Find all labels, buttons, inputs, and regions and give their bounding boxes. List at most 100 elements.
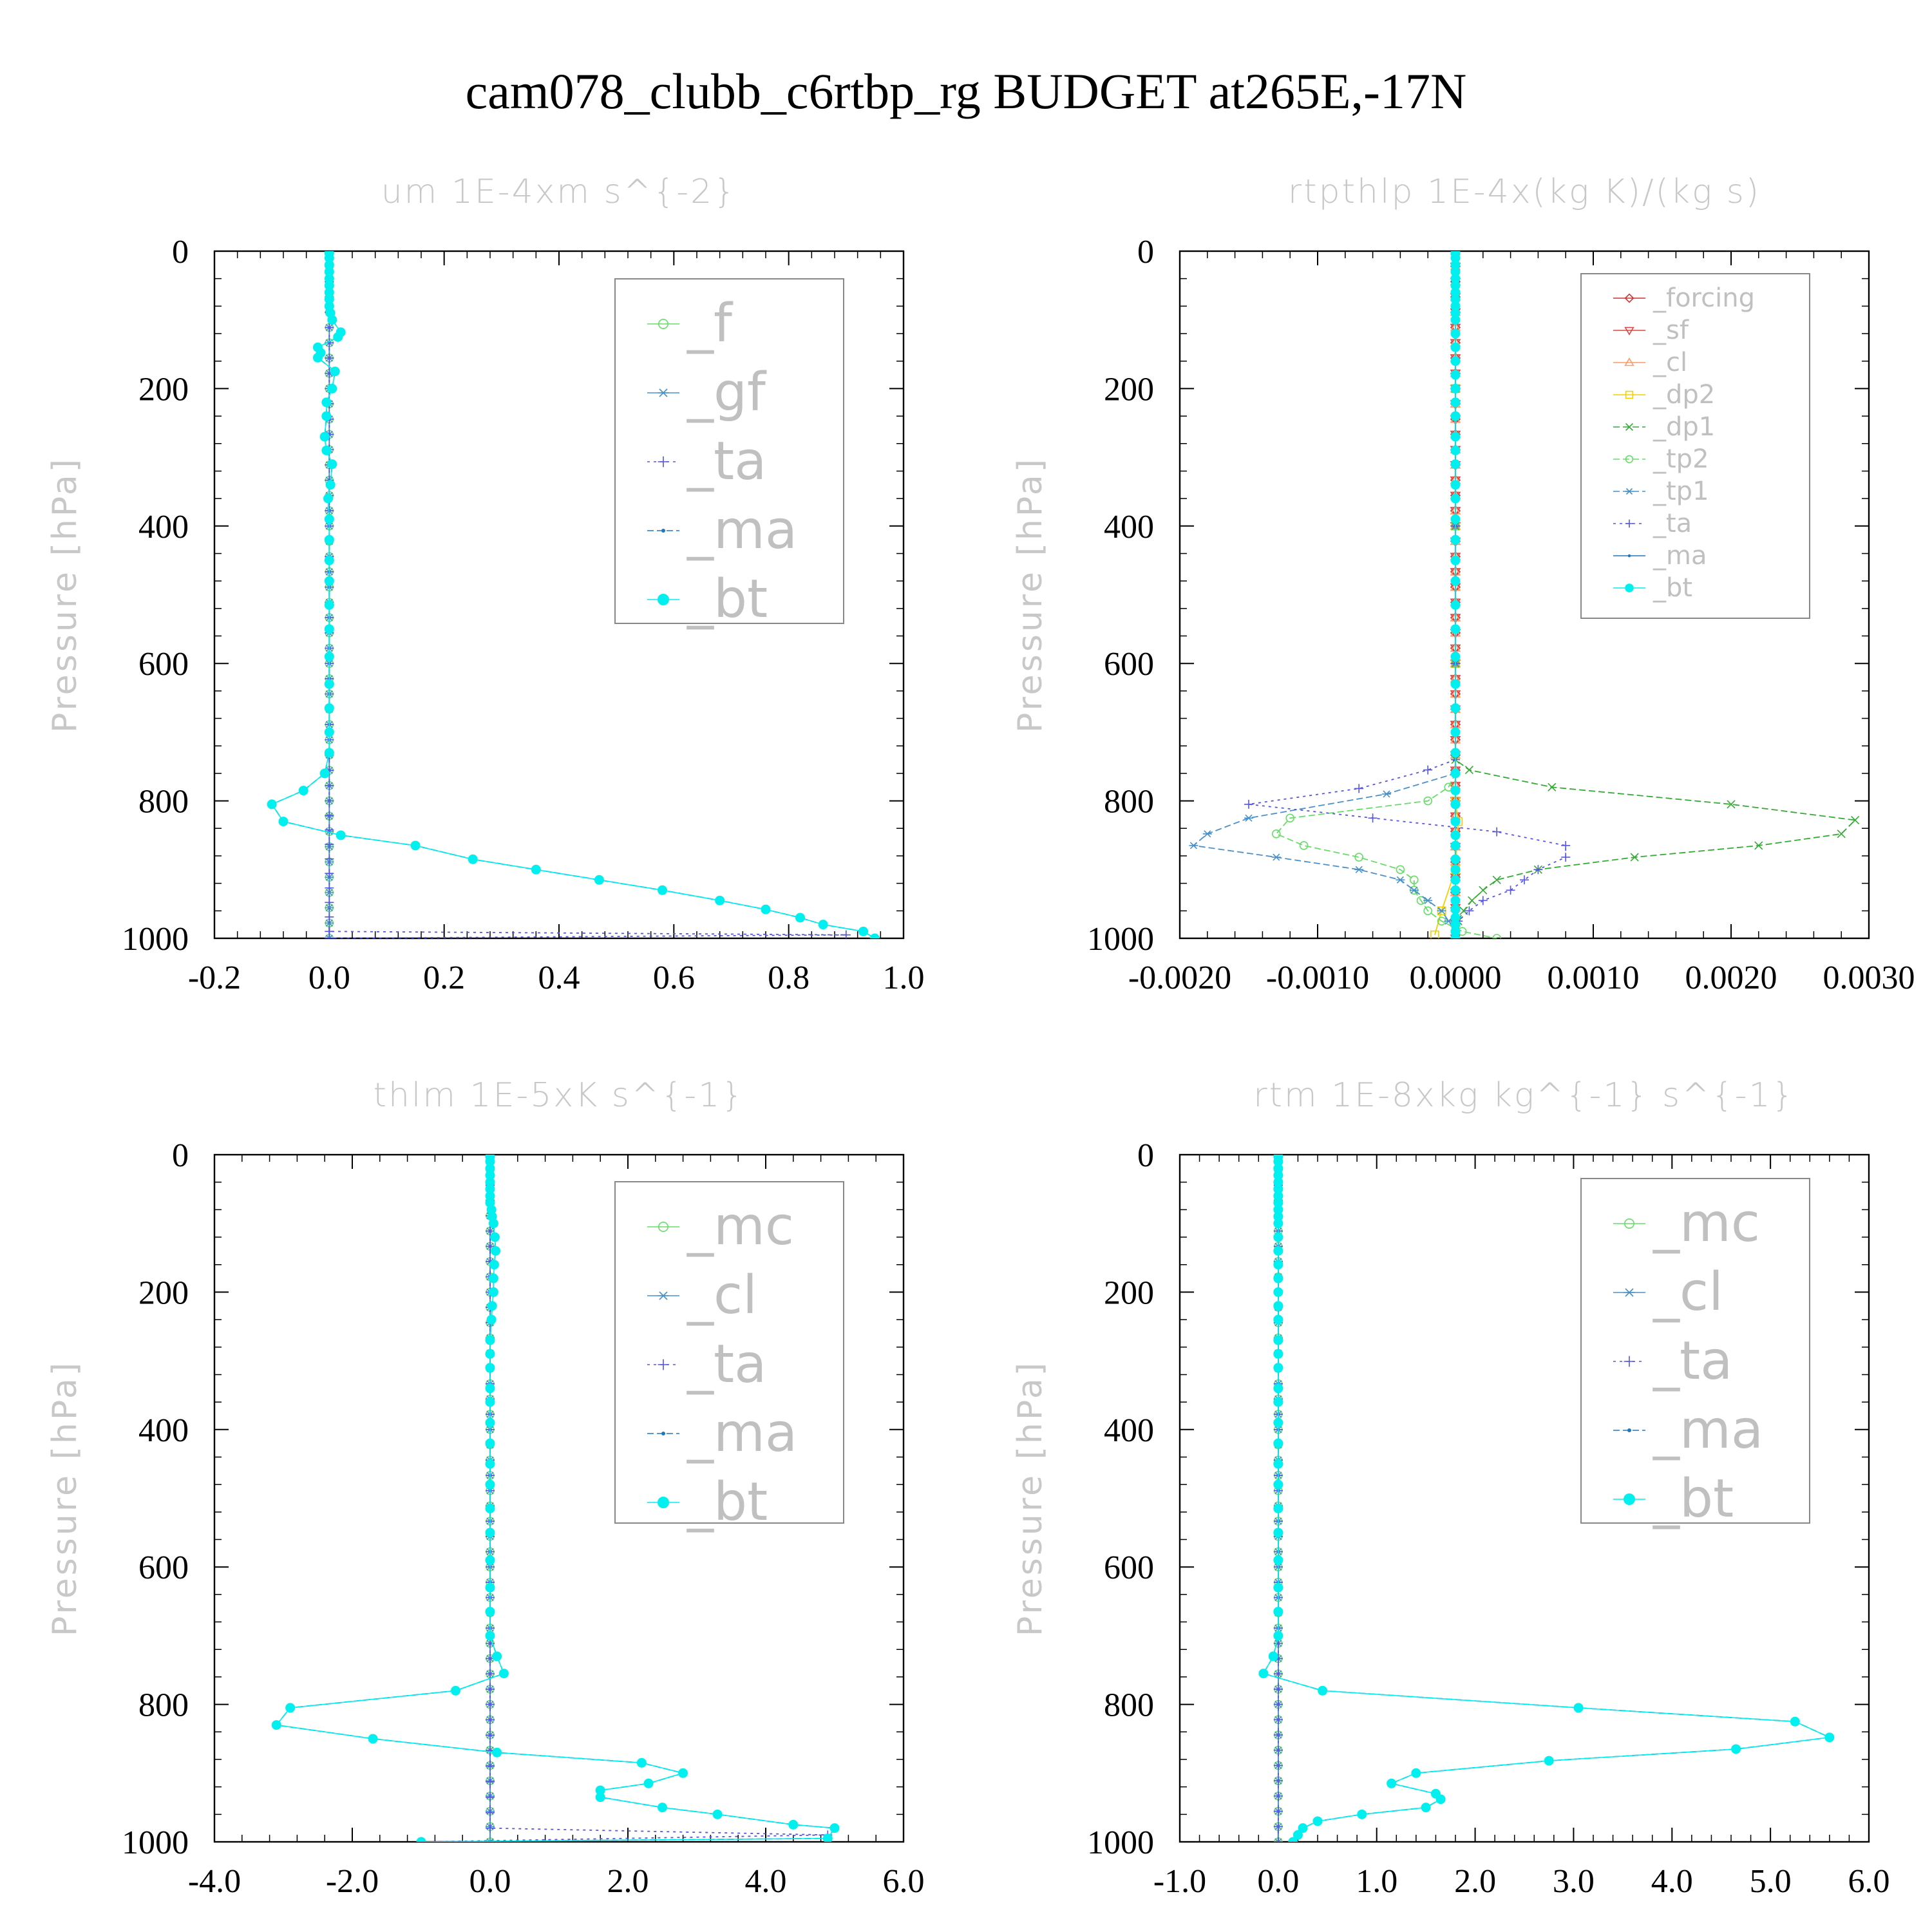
data-point [325, 883, 334, 893]
legend-item-ta: _ta [1613, 1331, 1732, 1392]
data-point [285, 1703, 296, 1713]
data-point [1548, 782, 1557, 791]
data-point [485, 1383, 495, 1394]
legend-label: _ta [687, 1334, 766, 1395]
legend-item-tp2: _tp2 [1613, 444, 1709, 474]
data-point [1430, 930, 1439, 938]
data-point [486, 1777, 495, 1786]
legend-marker [661, 529, 665, 533]
data-point [1450, 411, 1461, 421]
data-point [1421, 1803, 1431, 1813]
data-point [1273, 1204, 1283, 1215]
data-point [1754, 841, 1763, 850]
data-point [1450, 895, 1461, 905]
data-point [1450, 840, 1461, 851]
data-point [1312, 1816, 1323, 1826]
data-point [1273, 1157, 1283, 1167]
data-point [330, 366, 340, 377]
data-point [325, 796, 334, 806]
panel-title: thlm 1E-5xK s^{-1} [374, 1076, 745, 1115]
data-point [1273, 1837, 1283, 1842]
data-point [325, 480, 336, 490]
data-point [1273, 1791, 1283, 1801]
data-point [324, 727, 334, 737]
data-point [1450, 920, 1461, 930]
legend-label: _tp1 [1653, 477, 1709, 506]
data-point [1272, 829, 1281, 838]
legend-marker [1624, 327, 1634, 336]
data-point [1423, 765, 1433, 775]
data-point [485, 1163, 495, 1173]
data-point [1450, 287, 1461, 298]
x-tick-label: 6.0 [1848, 1863, 1890, 1900]
y-tick-label: 200 [1104, 1274, 1154, 1311]
data-point [1790, 1716, 1800, 1727]
axis-ticks: -0.2 0.0 0.2 0.4 0.6 0.8 1.0 0 200 400 600 800 1000 [122, 234, 925, 996]
legend-marker [658, 1359, 669, 1370]
data-point [1450, 514, 1461, 524]
legend-item-cl: _cl [647, 1265, 757, 1326]
data-point [271, 1720, 281, 1730]
legend-item-bt: _bt [1613, 573, 1692, 603]
data-point [1273, 1684, 1283, 1694]
legend-item-bt: _bt [1613, 1468, 1734, 1530]
data-point [1396, 876, 1405, 884]
data-point [1450, 555, 1461, 565]
legend-item-dp2: _dp2 [1613, 380, 1715, 410]
data-point [818, 920, 828, 930]
data-point [1450, 576, 1461, 586]
data-point [1450, 748, 1461, 758]
x-tick-label: -1.0 [1153, 1863, 1206, 1900]
data-point [594, 875, 604, 885]
axis-ticks: -0.0020 -0.0010 0.0000 0.0010 0.0020 0.0030 0 2… [1087, 234, 1915, 996]
data-point [1450, 445, 1461, 455]
data-point [325, 934, 334, 938]
data-point [486, 1684, 495, 1694]
data-point [488, 1273, 498, 1283]
x-tick-label: -0.0010 [1266, 960, 1369, 996]
data-point [869, 933, 880, 938]
legend-marker [1627, 554, 1631, 558]
data-point [1273, 1806, 1283, 1816]
data-point [822, 1833, 833, 1842]
data-point [324, 253, 334, 263]
y-tick-label: 0 [1137, 234, 1154, 270]
data-point [325, 934, 334, 938]
data-point [313, 352, 323, 363]
legend-label: _bt [1653, 573, 1692, 603]
data-point [489, 1260, 499, 1270]
data-point [324, 624, 334, 634]
legend-item-ta: _ta [1613, 509, 1692, 538]
x-tick-label: 0.0000 [1410, 960, 1502, 996]
data-point [321, 397, 332, 408]
data-point [1450, 431, 1461, 442]
legend-marker [1624, 1288, 1635, 1297]
data-point [485, 1504, 495, 1514]
data-point [1273, 1349, 1283, 1359]
x-tick-label: 2.0 [1454, 1863, 1496, 1900]
data-point [1189, 842, 1198, 849]
series-line [1192, 251, 1456, 938]
data-point [1423, 906, 1432, 916]
data-point [761, 904, 771, 914]
y-axis-label: Pressure [hPa] [1011, 1360, 1050, 1636]
data-point [1450, 267, 1461, 277]
y-tick-label: 600 [1104, 646, 1154, 683]
data-point [1273, 1528, 1283, 1538]
data-point [1273, 1715, 1283, 1725]
data-point [1285, 813, 1294, 823]
data-point [324, 679, 334, 689]
data-point [1273, 1335, 1283, 1345]
data-point [485, 1417, 495, 1428]
data-point [1271, 853, 1281, 861]
legend-label: _cl [687, 1265, 757, 1326]
y-tick-label: 1000 [122, 921, 189, 958]
legend-item-ta: _ta [647, 1334, 766, 1395]
legend-marker [1625, 488, 1634, 495]
x-tick-label: 0.2 [423, 960, 465, 996]
data-point [1273, 1191, 1283, 1201]
series-line [421, 1155, 828, 1842]
legend-marker [658, 1291, 669, 1300]
x-tick-label: -0.0020 [1128, 960, 1231, 996]
data-point [1450, 308, 1461, 318]
